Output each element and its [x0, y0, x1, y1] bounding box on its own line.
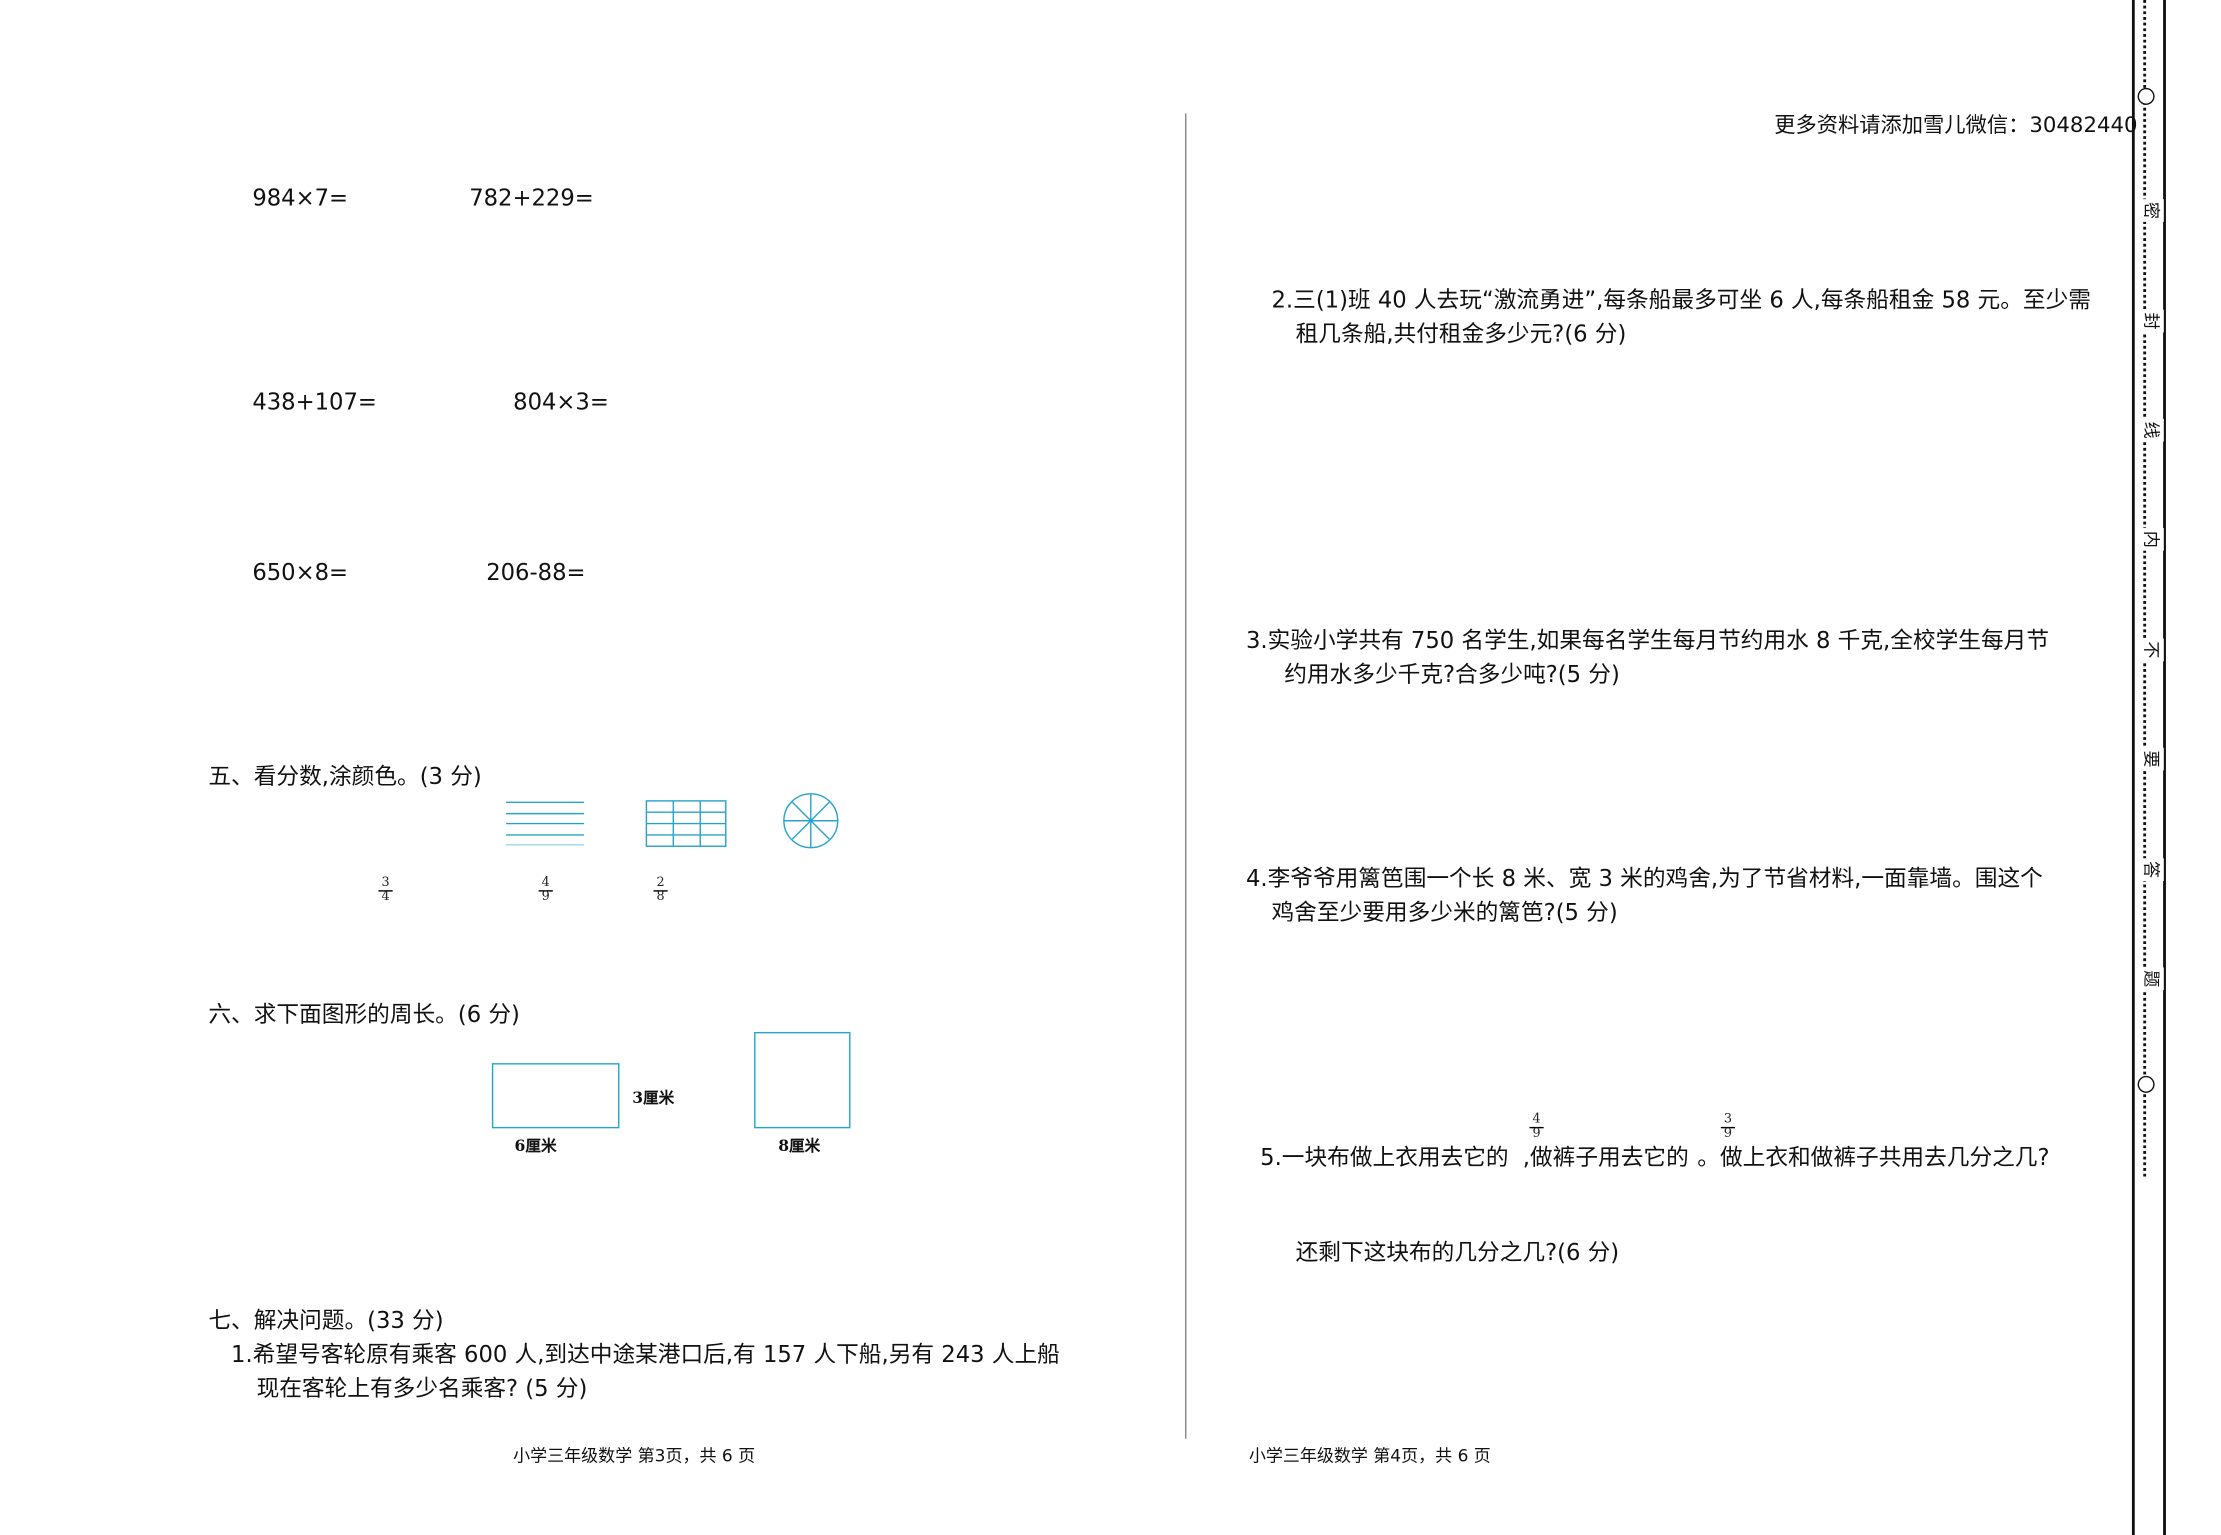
binding-hole-bottom	[2137, 1075, 2155, 1093]
q1-line1: 1.希望号客轮原有乘客 600 人,到达中途某港口后,有 157 人下船,另有 …	[231, 1340, 1060, 1368]
binding-char: 不	[2139, 638, 2164, 662]
q5-line1: 5.一块布做上衣用去它的 ,做裤子用去它的 。做上衣和做裤子共用去几分之几?	[1260, 1143, 2050, 1171]
binding-char: 要	[2139, 747, 2164, 771]
q4-line2: 鸡舍至少要用多少米的篱笆?(5 分)	[1271, 898, 1618, 926]
grid-rectangle-figure	[645, 800, 727, 847]
calc-5: 650×8=	[252, 558, 349, 586]
fraction-figures	[506, 793, 839, 849]
binding-line-outer	[2163, 0, 2166, 1535]
square-figure	[754, 1031, 851, 1129]
divided-circle-figure	[783, 793, 839, 849]
q1-line2: 现在客轮上有多少名乘客? (5 分)	[256, 1374, 588, 1402]
section5-title: 五、看分数,涂颜色。(3 分)	[208, 762, 482, 790]
binding-char: 答	[2139, 858, 2164, 881]
binding-char: 内	[2139, 528, 2164, 551]
q5-line2: 还剩下这块布的几分之几?(6 分)	[1295, 1238, 1620, 1266]
page-divider	[1185, 113, 1187, 1439]
calc-4: 804×3=	[513, 388, 609, 416]
left-footer: 小学三年级数学 第3页，共 6 页	[513, 1445, 756, 1466]
binding-char: 密	[2139, 199, 2164, 222]
rectangle-figure	[491, 1063, 620, 1129]
right-footer: 小学三年级数学 第4页，共 6 页	[1248, 1445, 1491, 1466]
section7-title: 七、解决问题。(33 分)	[208, 1306, 444, 1334]
q3-line2: 约用水多少千克?合多少吨?(5 分)	[1284, 660, 1620, 688]
q2-line1: 2.三(1)班 40 人去玩“激流勇进”,每条船最多可坐 6 人,每条船租金 5…	[1271, 286, 2091, 314]
q2-line2: 租几条船,共付租金多少元?(6 分)	[1295, 320, 1627, 348]
q4-line1: 4.李爷爷用篱笆围一个长 8 米、宽 3 米的鸡舍,为了节省材料,一面靠墙。围这…	[1245, 864, 2043, 892]
seal-dotted-line	[2143, 0, 2147, 1177]
binding-char: 线	[2139, 418, 2164, 442]
section6-title: 六、求下面图形的周长。(6 分)	[208, 1000, 520, 1028]
rect-height-label: 3厘米	[632, 1088, 675, 1108]
rect-width-label: 6厘米	[514, 1136, 557, 1156]
header-note: 更多资料请添加雪儿微信：30482440	[1774, 111, 2138, 138]
calc-3: 438+107=	[252, 388, 377, 416]
calc-1: 984×7=	[252, 184, 349, 212]
calc-2: 782+229=	[469, 184, 594, 212]
binding-hole-top	[2137, 87, 2155, 105]
binding-char: 封	[2139, 309, 2164, 333]
binding-line-inner	[2131, 0, 2135, 1535]
binding-char: 题	[2139, 967, 2164, 991]
square-side-label: 8厘米	[778, 1136, 821, 1156]
striped-rectangle-figure	[506, 801, 585, 846]
q3-line1: 3.实验小学共有 750 名学生,如果每名学生每月节约用水 8 千克,全校学生每…	[1245, 626, 2050, 654]
calc-6: 206-88=	[486, 558, 586, 586]
